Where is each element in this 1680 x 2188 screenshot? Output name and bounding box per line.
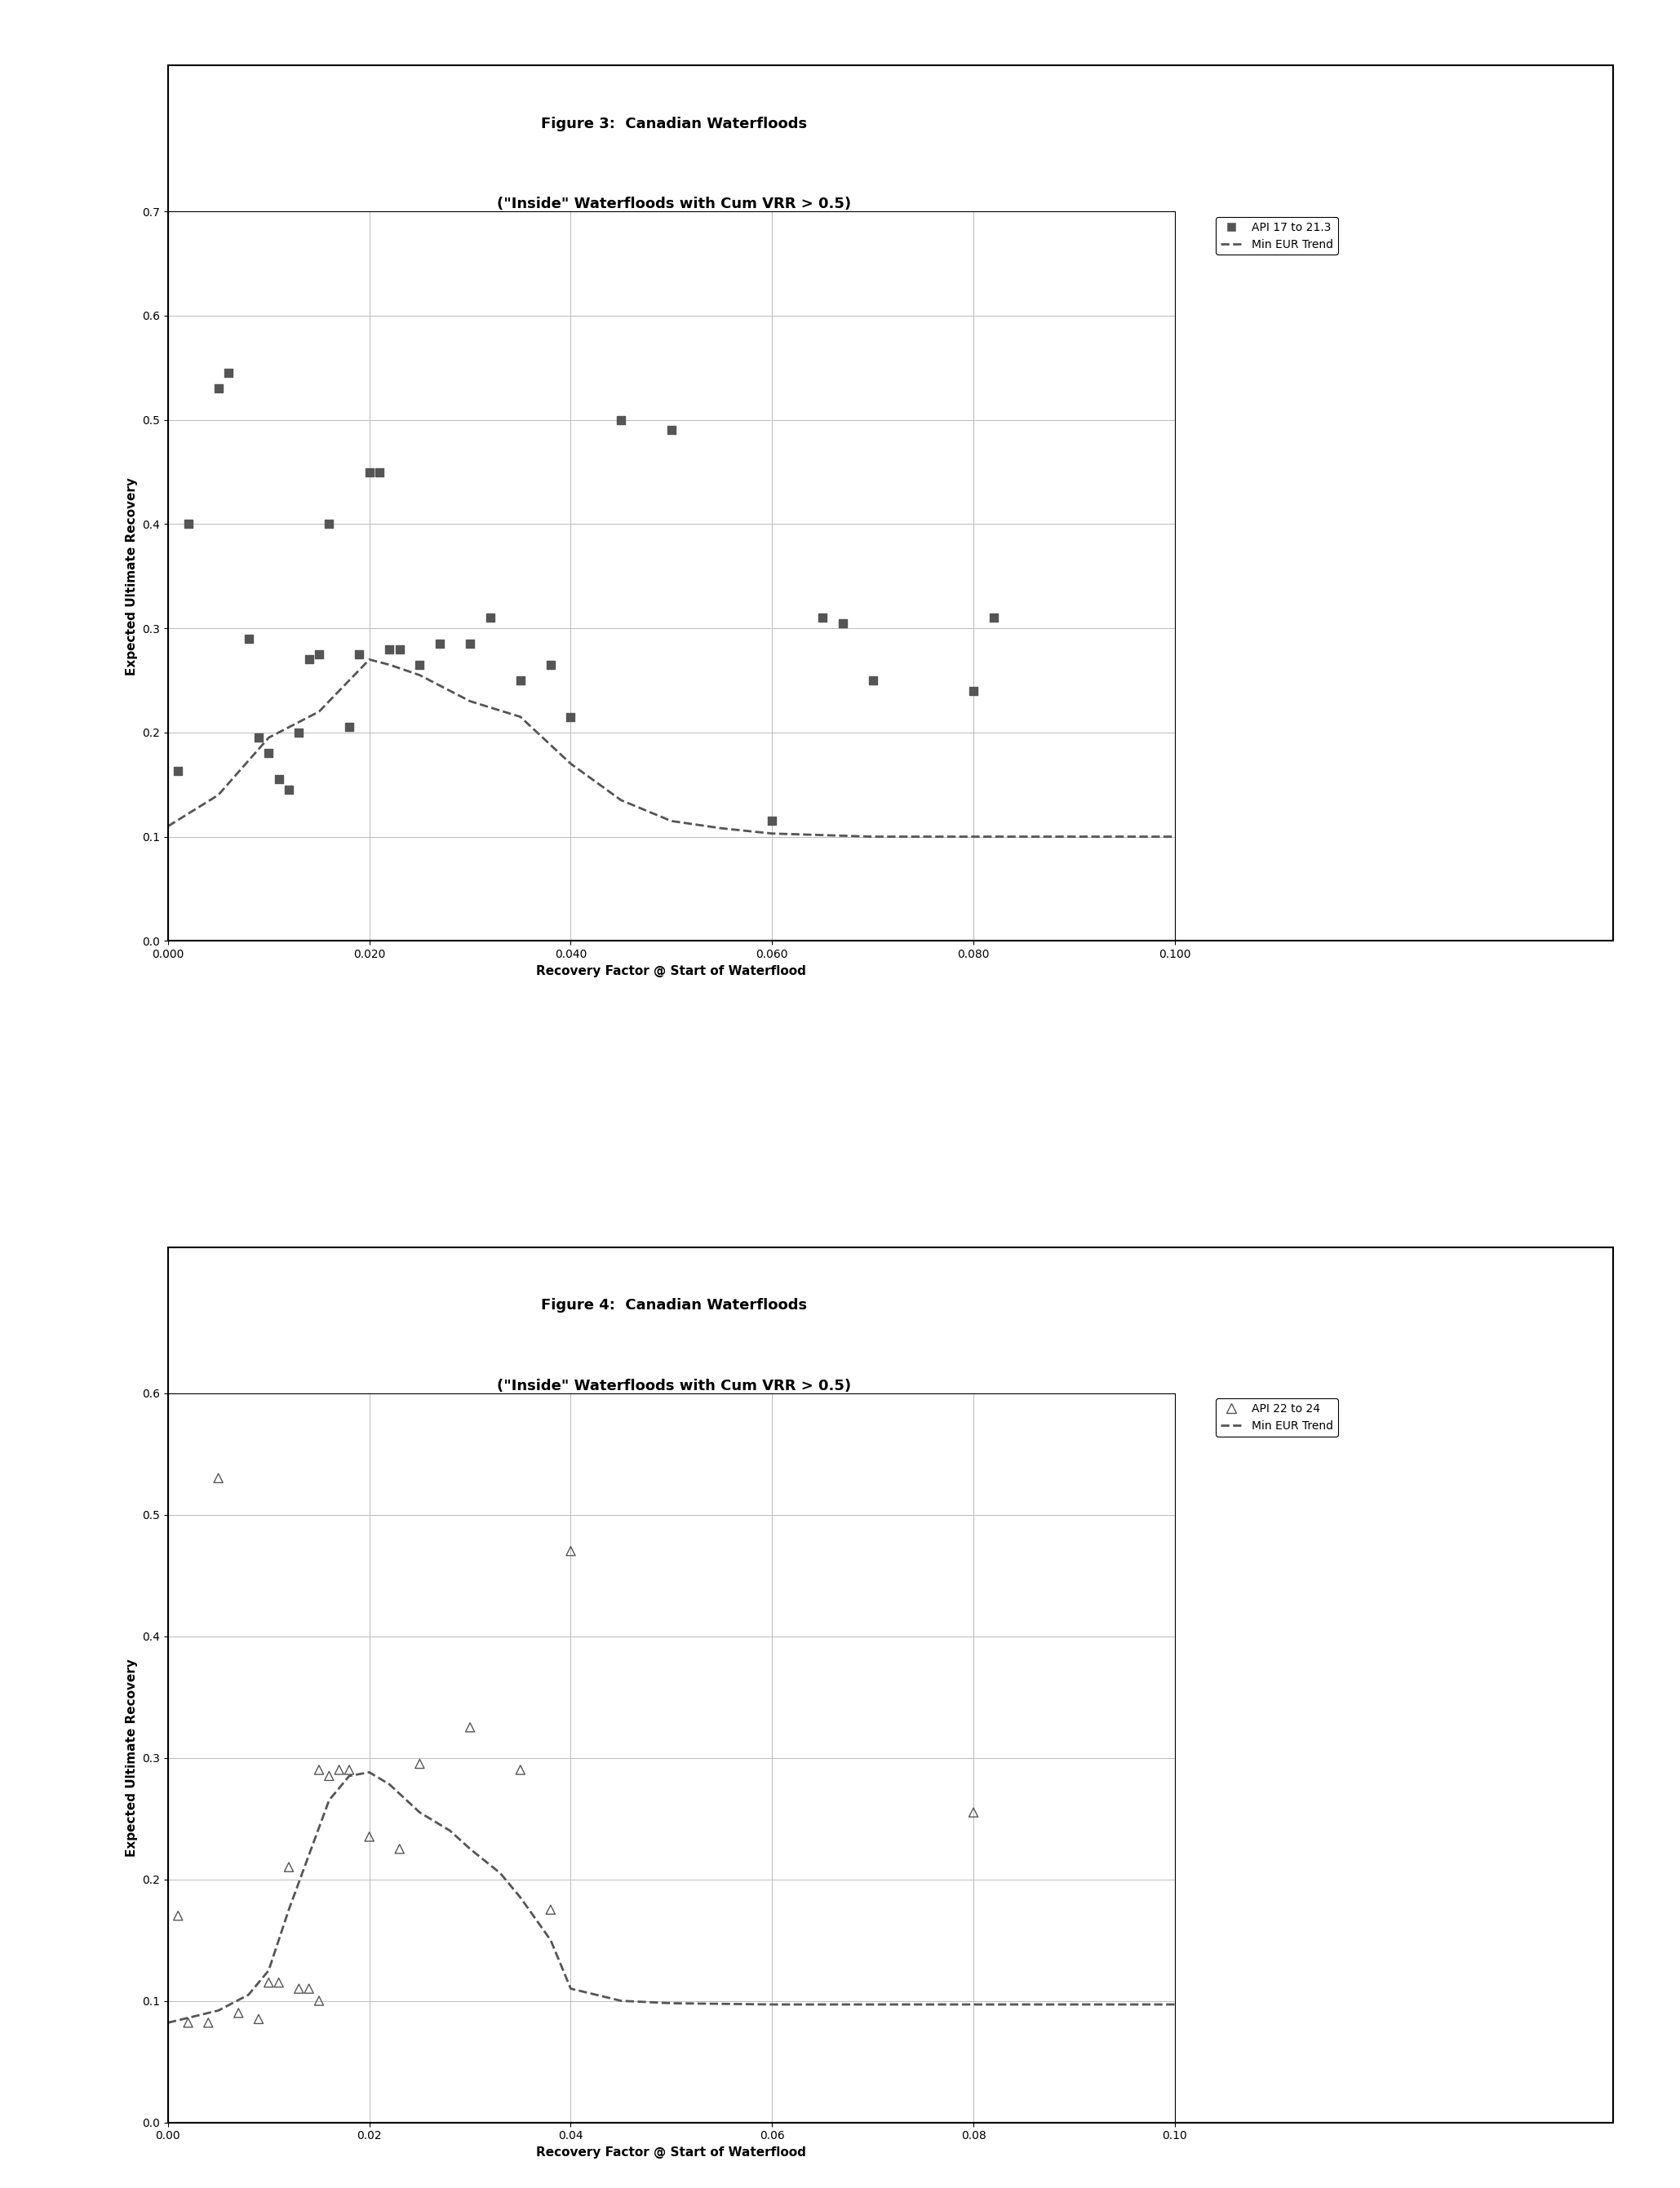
Point xyxy=(336,1753,363,1788)
Point xyxy=(860,663,887,698)
Point xyxy=(195,2004,222,2039)
Point xyxy=(205,1462,232,1497)
Point xyxy=(810,600,837,635)
Point xyxy=(235,621,262,656)
Point xyxy=(346,637,373,672)
Point xyxy=(376,632,403,667)
Point xyxy=(175,2004,202,2039)
Point xyxy=(558,700,585,735)
Point xyxy=(165,753,192,788)
Point xyxy=(205,372,232,407)
Point xyxy=(306,1982,333,2017)
Text: ("Inside" Waterfloods with Cum VRR > 0.5): ("Inside" Waterfloods with Cum VRR > 0.5… xyxy=(497,1378,850,1394)
Point xyxy=(165,1899,192,1934)
Legend: API 17 to 21.3, Min EUR Trend: API 17 to 21.3, Min EUR Trend xyxy=(1216,217,1339,254)
Point xyxy=(286,1971,312,2006)
Point xyxy=(386,632,413,667)
Point xyxy=(225,1995,252,2030)
Text: Figure 3:  Canadian Waterfloods: Figure 3: Canadian Waterfloods xyxy=(541,116,806,131)
Point xyxy=(245,720,272,755)
Point xyxy=(427,626,454,661)
Point xyxy=(326,1753,353,1788)
Point xyxy=(265,761,292,796)
Point xyxy=(959,1794,986,1829)
Point xyxy=(407,648,433,683)
Point xyxy=(538,648,564,683)
Point xyxy=(959,674,986,709)
Point xyxy=(759,803,786,838)
Point xyxy=(608,403,635,438)
Point xyxy=(558,1534,585,1569)
Point xyxy=(265,1965,292,2000)
Point xyxy=(316,1759,343,1794)
Y-axis label: Expected Ultimate Recovery: Expected Ultimate Recovery xyxy=(126,477,138,676)
Point xyxy=(296,641,323,676)
Point xyxy=(507,663,534,698)
Point xyxy=(386,1831,413,1866)
Y-axis label: Expected Ultimate Recovery: Expected Ultimate Recovery xyxy=(126,1659,138,1858)
Point xyxy=(356,1818,383,1853)
Point xyxy=(255,735,282,770)
X-axis label: Recovery Factor @ Start of Waterflood: Recovery Factor @ Start of Waterflood xyxy=(536,2146,806,2160)
Point xyxy=(979,600,1006,635)
Point xyxy=(477,600,504,635)
Point xyxy=(659,414,685,449)
Point xyxy=(276,772,302,807)
Point xyxy=(215,354,242,389)
Point xyxy=(366,455,393,490)
Point xyxy=(306,637,333,672)
Point xyxy=(830,606,857,641)
Point xyxy=(245,2002,272,2037)
Point xyxy=(175,508,202,543)
Point xyxy=(255,1965,282,2000)
Point xyxy=(336,709,363,744)
X-axis label: Recovery Factor @ Start of Waterflood: Recovery Factor @ Start of Waterflood xyxy=(536,965,806,978)
Point xyxy=(276,1849,302,1884)
Text: Figure 4:  Canadian Waterfloods: Figure 4: Canadian Waterfloods xyxy=(541,1297,806,1313)
Point xyxy=(316,508,343,543)
Text: ("Inside" Waterfloods with Cum VRR > 0.5): ("Inside" Waterfloods with Cum VRR > 0.5… xyxy=(497,197,850,212)
Legend: API 22 to 24, Min EUR Trend: API 22 to 24, Min EUR Trend xyxy=(1216,1398,1339,1435)
Point xyxy=(356,455,383,490)
Point xyxy=(538,1893,564,1928)
Point xyxy=(407,1746,433,1781)
Point xyxy=(306,1753,333,1788)
Point xyxy=(286,715,312,750)
Point xyxy=(457,626,484,661)
Point xyxy=(457,1709,484,1744)
Point xyxy=(507,1753,534,1788)
Point xyxy=(296,1971,323,2006)
